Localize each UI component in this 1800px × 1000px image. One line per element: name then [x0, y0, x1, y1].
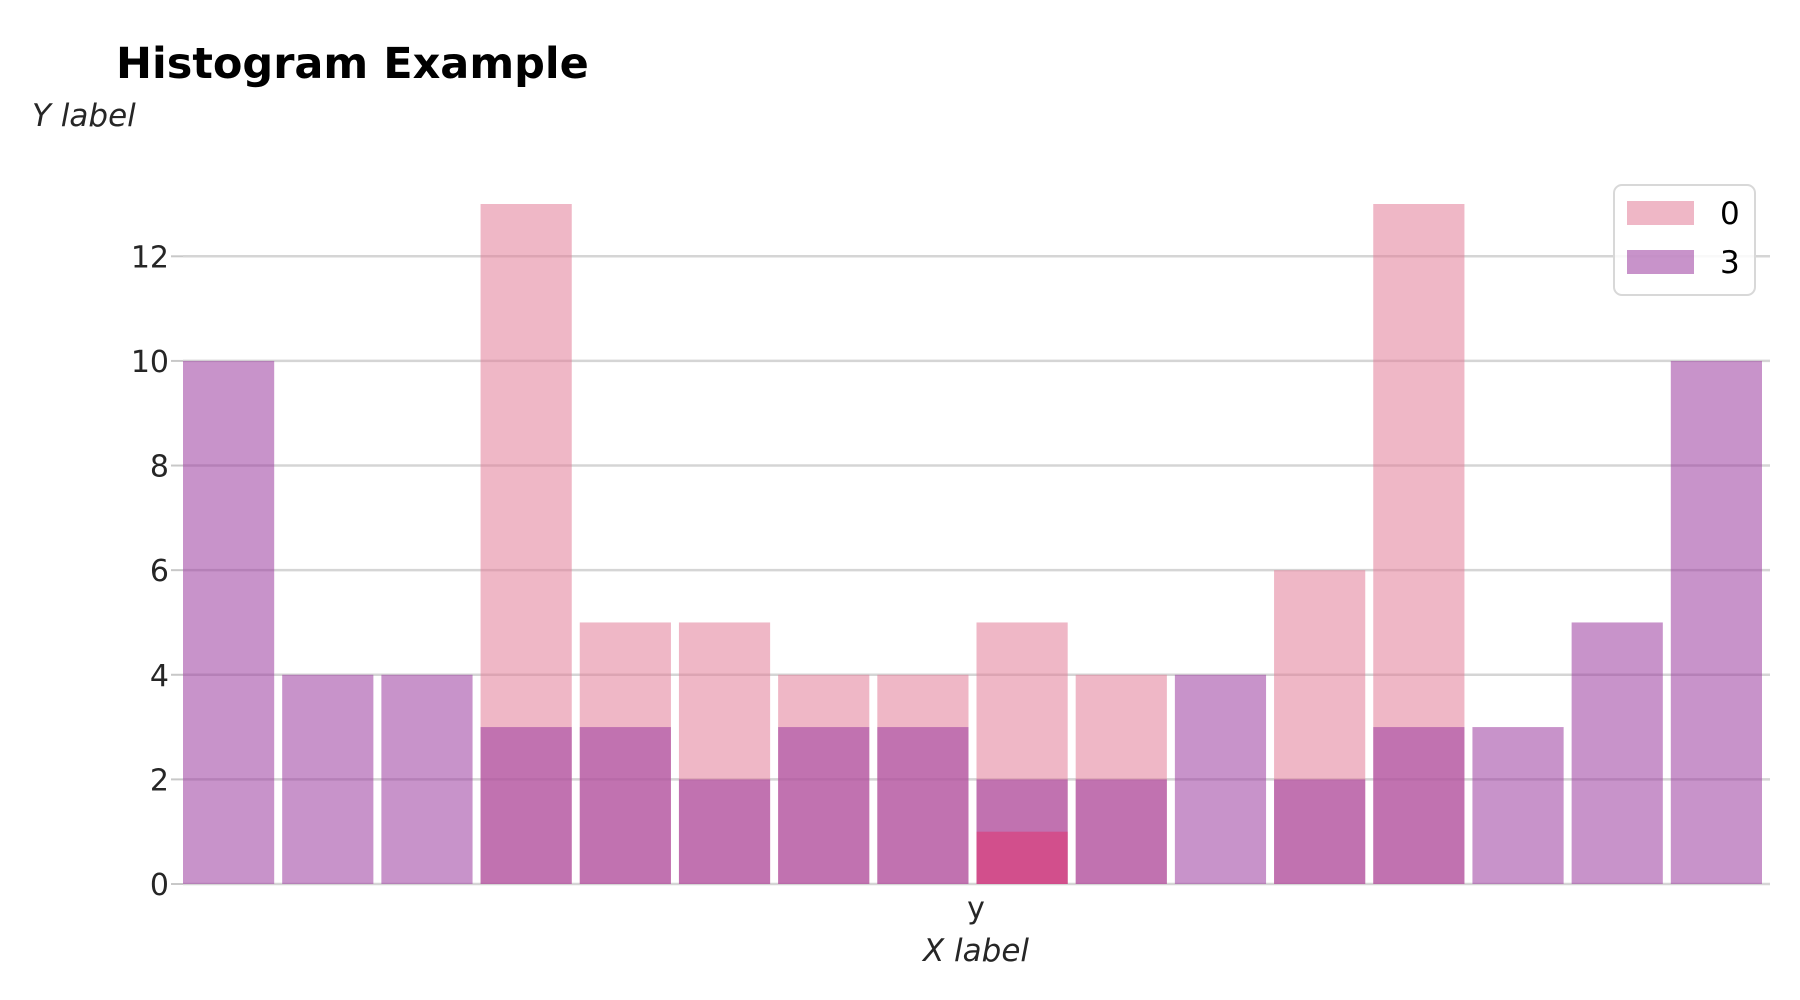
legend: 0 3: [1613, 184, 1756, 296]
bars: [183, 204, 1762, 884]
axes: 0 2 4 6 8 10 12: [131, 240, 183, 903]
bar-series-3-bin-11: [1274, 779, 1366, 884]
chart-title: Histogram Example: [116, 39, 589, 89]
y-tick-label-6: 6: [150, 554, 169, 589]
x-tick-label: y: [967, 891, 985, 926]
bar-series-3-bin-1: [282, 674, 374, 884]
bar-series-3-bin-13: [1472, 727, 1564, 884]
bar-series-3-bin-5: [678, 779, 771, 884]
x-axis-label: X label: [921, 933, 1029, 969]
bar-series-3-bin-9: [1075, 779, 1167, 884]
legend-label-series-0: 0: [1720, 196, 1740, 232]
bar-series-3-bin-4: [579, 727, 671, 884]
bar-series-3-bin-12: [1373, 727, 1465, 884]
bar-series-3-bin-7: [877, 727, 969, 884]
bar-series-3-bin-6: [778, 727, 870, 884]
y-tick-label-12: 12: [131, 240, 169, 275]
y-tick-label-0: 0: [150, 868, 169, 903]
legend-swatch-series-1: [1627, 250, 1694, 274]
y-tick-label-10: 10: [131, 345, 169, 380]
bar-series-3-bin-2: [381, 674, 473, 884]
bar-series-3-bin-15: [1670, 360, 1762, 884]
legend-swatch-series-0: [1627, 201, 1694, 225]
bar-series-3-bin-0: [183, 360, 275, 884]
y-tick-label-8: 8: [150, 450, 169, 485]
y-axis-label: Y label: [32, 98, 136, 134]
bar-series-3-bin-10: [1174, 674, 1267, 884]
bar-series-3-bin-3: [480, 727, 572, 884]
y-tick-label-4: 4: [150, 659, 169, 694]
bar-extra-bin-8: [976, 831, 1068, 884]
y-tick-label-2: 2: [150, 763, 169, 798]
bar-series-3-bin-14: [1571, 622, 1663, 884]
legend-label-series-1: 3: [1720, 245, 1740, 281]
